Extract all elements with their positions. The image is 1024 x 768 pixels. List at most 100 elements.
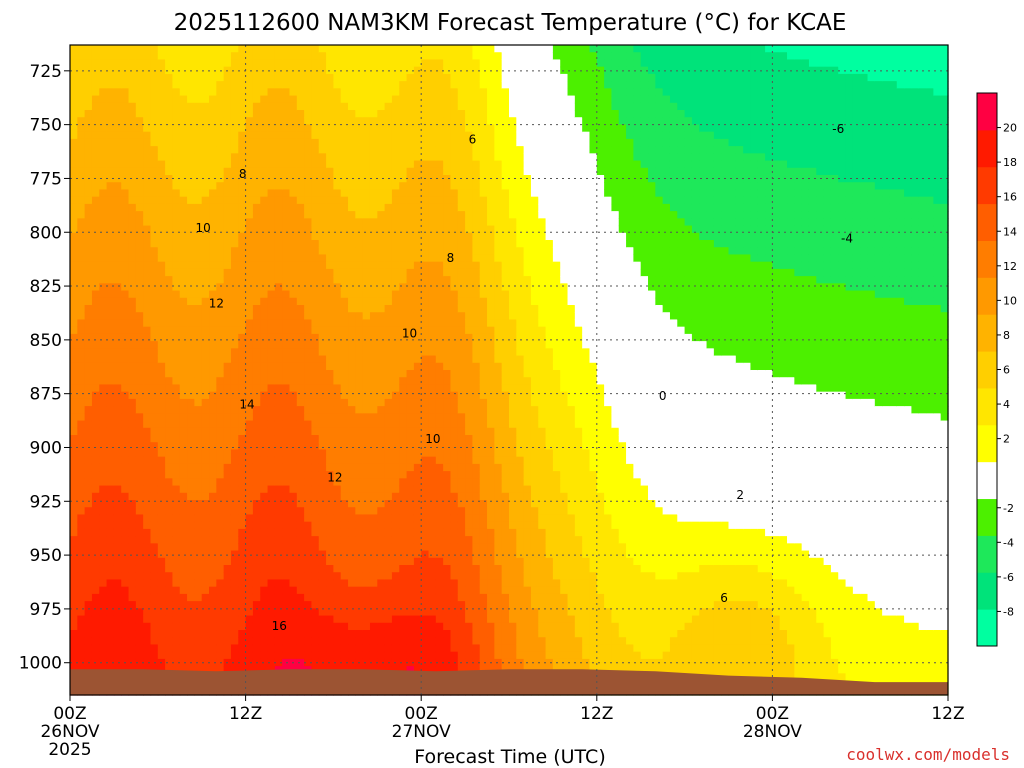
field-cell	[443, 593, 452, 602]
field-cell	[340, 355, 349, 364]
field-cell	[267, 406, 276, 414]
field-cell	[369, 420, 378, 429]
field-cell	[428, 81, 437, 89]
field-cell	[165, 406, 174, 414]
field-cell	[443, 507, 452, 516]
field-cell	[77, 449, 86, 458]
field-cell	[135, 528, 144, 537]
field-cell	[216, 377, 225, 386]
field-cell	[194, 406, 203, 414]
field-cell	[465, 456, 474, 465]
field-cell	[194, 658, 203, 667]
field-cell	[70, 254, 78, 263]
field-cell	[99, 579, 108, 588]
field-cell	[84, 196, 93, 205]
field-cell	[304, 102, 313, 111]
field-cell	[457, 565, 466, 573]
field-cell	[209, 449, 217, 458]
field-cell	[267, 420, 276, 429]
field-cell	[99, 341, 108, 349]
field-cell	[252, 341, 261, 349]
field-cell	[296, 283, 305, 292]
field-cell	[84, 348, 93, 357]
field-cell	[355, 550, 364, 559]
field-cell	[391, 557, 400, 566]
field-cell	[209, 196, 217, 205]
field-cell	[267, 305, 276, 313]
field-cell	[304, 637, 313, 646]
field-cell	[172, 117, 181, 126]
field-cell	[362, 413, 371, 422]
field-cell	[348, 290, 356, 299]
field-cell	[209, 225, 217, 234]
field-cell	[99, 658, 108, 667]
field-cell	[377, 45, 386, 53]
field-cell	[223, 297, 232, 306]
field-cell	[377, 167, 386, 176]
field-cell	[209, 95, 217, 104]
field-cell	[172, 312, 181, 321]
field-cell	[348, 196, 356, 205]
field-cell	[318, 203, 327, 212]
field-cell	[340, 66, 349, 75]
field-cell	[340, 658, 349, 667]
field-cell	[391, 59, 400, 68]
field-cell	[201, 218, 210, 227]
field-cell	[267, 442, 276, 451]
field-cell	[384, 225, 393, 234]
field-cell	[340, 305, 349, 313]
field-cell	[157, 73, 166, 82]
field-cell	[472, 297, 481, 306]
field-cell	[70, 579, 78, 588]
field-cell	[135, 138, 144, 147]
field-cell	[384, 492, 393, 501]
field-cell	[282, 268, 291, 277]
field-cell	[304, 232, 313, 241]
field-cell	[348, 240, 356, 248]
field-cell	[443, 52, 452, 61]
field-cell	[274, 45, 283, 53]
field-cell	[465, 297, 474, 306]
field-cell	[443, 348, 452, 357]
field-cell	[406, 146, 415, 154]
field-cell	[428, 608, 437, 617]
field-cell	[406, 261, 415, 270]
field-cell	[333, 66, 342, 75]
field-cell	[391, 435, 400, 443]
field-cell	[216, 117, 225, 126]
field-cell	[84, 81, 93, 89]
field-cell	[384, 557, 393, 566]
field-cell	[399, 615, 408, 624]
field-cell	[194, 225, 203, 234]
field-cell	[472, 73, 481, 82]
field-cell	[443, 615, 452, 624]
field-cell	[70, 543, 78, 552]
field-cell	[84, 232, 93, 241]
field-cell	[340, 500, 349, 508]
field-cell	[143, 319, 152, 328]
field-cell	[289, 471, 298, 479]
field-cell	[450, 456, 459, 465]
field-cell	[99, 124, 108, 133]
field-cell	[465, 276, 474, 284]
field-cell	[99, 283, 108, 292]
field-cell	[421, 435, 430, 443]
field-cell	[304, 601, 313, 609]
field-cell	[106, 247, 115, 256]
field-cell	[391, 232, 400, 241]
field-cell	[333, 52, 342, 61]
field-cell	[333, 536, 342, 544]
field-cell	[457, 110, 466, 118]
field-cell	[238, 146, 247, 154]
field-cell	[128, 521, 137, 530]
field-cell	[77, 406, 86, 414]
field-cell	[260, 232, 269, 241]
field-cell	[333, 276, 342, 284]
field-cell	[194, 500, 203, 508]
field-cell	[179, 211, 188, 219]
field-cell	[355, 514, 364, 523]
field-cell	[384, 88, 393, 97]
field-cell	[77, 290, 86, 299]
field-cell	[348, 420, 356, 429]
field-cell	[406, 398, 415, 407]
